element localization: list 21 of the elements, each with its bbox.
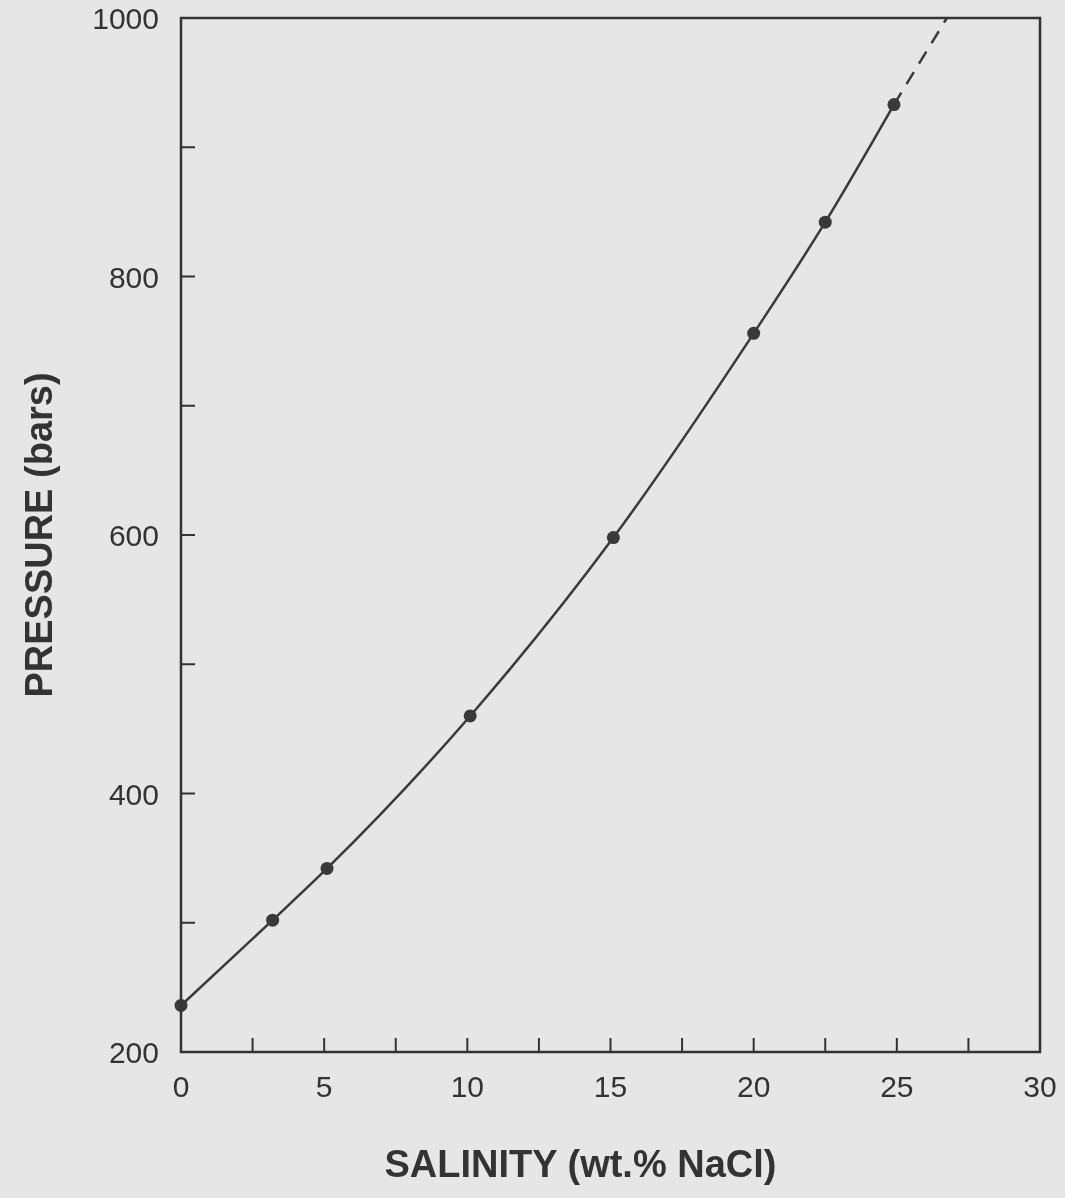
x-axis-title: SALINITY (wt.% NaCl) [384, 1143, 777, 1185]
x-tick-label: 15 [593, 1070, 628, 1103]
y-tick-label: 600 [108, 519, 159, 552]
y-tick-label: 400 [108, 777, 159, 811]
x-tick-label: 0 [172, 1070, 190, 1103]
y-tick-label: 1000 [92, 2, 159, 35]
point [818, 215, 832, 229]
point [320, 861, 334, 875]
y-axis-title: PRESSURE (bars) [18, 372, 60, 698]
point [887, 98, 901, 112]
x-tick-label: 5 [315, 1070, 333, 1103]
x-tick-label: 20 [736, 1070, 771, 1103]
y-tick-label: 800 [108, 260, 159, 294]
point [747, 326, 761, 340]
x-tick-label: 10 [450, 1070, 485, 1103]
x-tick-label: 30 [1023, 1070, 1057, 1103]
point [266, 913, 280, 927]
y-tick-label: 200 [108, 1036, 159, 1069]
point [606, 531, 620, 545]
x-tick-label: 25 [880, 1070, 914, 1103]
point [463, 709, 477, 723]
